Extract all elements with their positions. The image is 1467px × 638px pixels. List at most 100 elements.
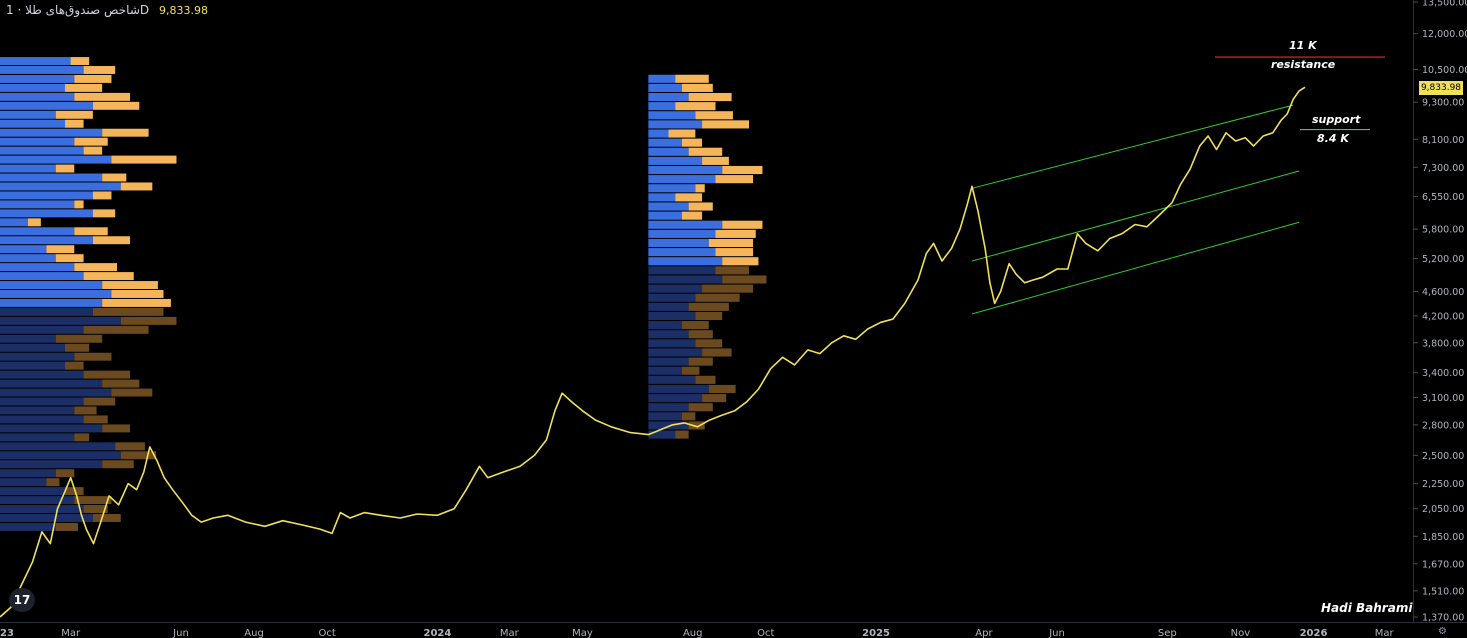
vp-up-bar	[648, 238, 709, 248]
price-line	[0, 86, 1306, 618]
vp-up-bar	[0, 388, 112, 397]
vp-up-bar	[648, 275, 723, 284]
vp-up-bar	[0, 110, 56, 119]
vp-up-bar	[648, 321, 682, 330]
vp-up-bar	[0, 379, 103, 388]
regression-channel	[971, 104, 1300, 315]
vp-up-bar	[0, 173, 103, 182]
vp-up-bar	[648, 284, 703, 293]
last-price-label: 9,833.98	[1419, 81, 1463, 95]
y-tick-label: 1,370.00	[1422, 613, 1464, 624]
vp-up-bar	[0, 236, 93, 245]
vp-down-bar	[111, 388, 153, 397]
x-tick-label: 2023	[0, 628, 14, 638]
vp-down-bar	[55, 469, 75, 478]
vp-up-bar	[0, 352, 75, 361]
vp-down-bar	[65, 119, 84, 128]
vp-up-bar	[0, 57, 71, 66]
vp-down-bar	[92, 307, 164, 316]
vp-down-bar	[681, 138, 703, 147]
vp-down-bar	[83, 415, 108, 424]
vp-up-bar	[648, 430, 676, 439]
vp-down-bar	[55, 334, 103, 343]
vp-up-bar	[0, 101, 93, 110]
y-tick-label: 9,300.00	[1422, 98, 1464, 109]
vp-down-bar	[74, 352, 112, 361]
vp-up-bar	[648, 384, 709, 394]
x-tick-label: Aug	[683, 628, 703, 638]
vp-up-bar	[0, 307, 93, 316]
y-tick-label: 3,800.00	[1422, 338, 1464, 349]
support-value: 8.4 K	[1317, 132, 1349, 145]
vp-up-bar	[648, 330, 689, 339]
vp-down-bar	[715, 248, 754, 257]
chart-header[interactable]: شاخص صندوق‌های طلا · 1D 9,833.98	[6, 3, 208, 17]
vp-up-bar	[648, 120, 703, 129]
y-tick-label: 3,400.00	[1422, 368, 1464, 379]
vp-up-bar	[648, 421, 689, 430]
vp-down-bar	[55, 254, 84, 263]
vp-up-bar	[0, 191, 93, 200]
gear-icon[interactable]: ⚙	[1438, 626, 1447, 637]
vp-down-bar	[675, 74, 709, 83]
vp-down-bar	[65, 361, 84, 370]
vp-up-bar	[0, 66, 84, 74]
vp-up-bar	[648, 165, 723, 175]
vp-down-bar	[708, 238, 754, 248]
tradingview-logo[interactable]: 17	[9, 588, 35, 612]
x-tick-label: 2026	[1300, 628, 1328, 638]
vp-down-bar	[681, 412, 696, 421]
vp-down-bar	[74, 227, 108, 236]
vp-up-bar	[0, 334, 56, 343]
vp-down-bar	[70, 57, 90, 66]
vp-up-bar	[648, 193, 676, 202]
volume-profile-layer	[0, 57, 767, 531]
vp-down-bar	[688, 421, 705, 430]
vp-down-bar	[55, 110, 93, 119]
vp-down-bar	[695, 375, 716, 384]
y-tick-label: 4,200.00	[1422, 311, 1464, 322]
x-tick-label: Apr	[975, 628, 993, 638]
vp-up-bar	[0, 209, 93, 218]
vp-down-bar	[92, 101, 140, 110]
vp-up-bar	[0, 370, 84, 379]
interval-label[interactable]: 1D	[6, 3, 150, 17]
vp-down-bar	[695, 184, 705, 193]
support-label: support	[1312, 113, 1361, 126]
symbol-title[interactable]: شاخص صندوق‌های طلا	[25, 3, 140, 17]
vp-down-bar	[83, 325, 149, 334]
vp-up-bar	[648, 375, 696, 384]
vp-down-bar	[675, 193, 703, 202]
vp-down-bar	[83, 505, 108, 514]
vp-down-bar	[74, 433, 90, 442]
vp-down-bar	[92, 209, 116, 218]
y-tick-label: 4,600.00	[1422, 287, 1464, 298]
vp-up-bar	[648, 220, 723, 229]
vp-down-bar	[65, 343, 90, 352]
vp-up-bar	[0, 272, 84, 281]
vp-down-bar	[65, 83, 103, 92]
vp-up-bar	[648, 111, 696, 120]
y-tick-label: 2,250.00	[1422, 479, 1464, 490]
vp-up-bar	[0, 164, 56, 173]
vp-down-bar	[702, 348, 732, 357]
vp-up-bar	[0, 290, 112, 298]
vp-down-bar	[83, 146, 103, 155]
vp-down-bar	[102, 173, 127, 182]
vp-up-bar	[648, 412, 682, 421]
vp-up-bar	[648, 257, 723, 266]
x-tick-label: Oct	[757, 628, 774, 638]
vp-down-bar	[668, 129, 696, 138]
vp-down-bar	[74, 92, 131, 101]
vp-up-bar	[0, 119, 66, 128]
x-tick-label: 2024	[424, 628, 452, 638]
x-tick-label: Mar	[61, 628, 81, 638]
y-tick-label: 3,100.00	[1422, 393, 1464, 404]
vp-up-bar	[648, 302, 689, 311]
resistance-value: 11 K	[1289, 39, 1317, 52]
vp-down-bar	[92, 514, 121, 522]
vp-up-bar	[0, 245, 47, 254]
vp-up-bar	[0, 522, 56, 531]
